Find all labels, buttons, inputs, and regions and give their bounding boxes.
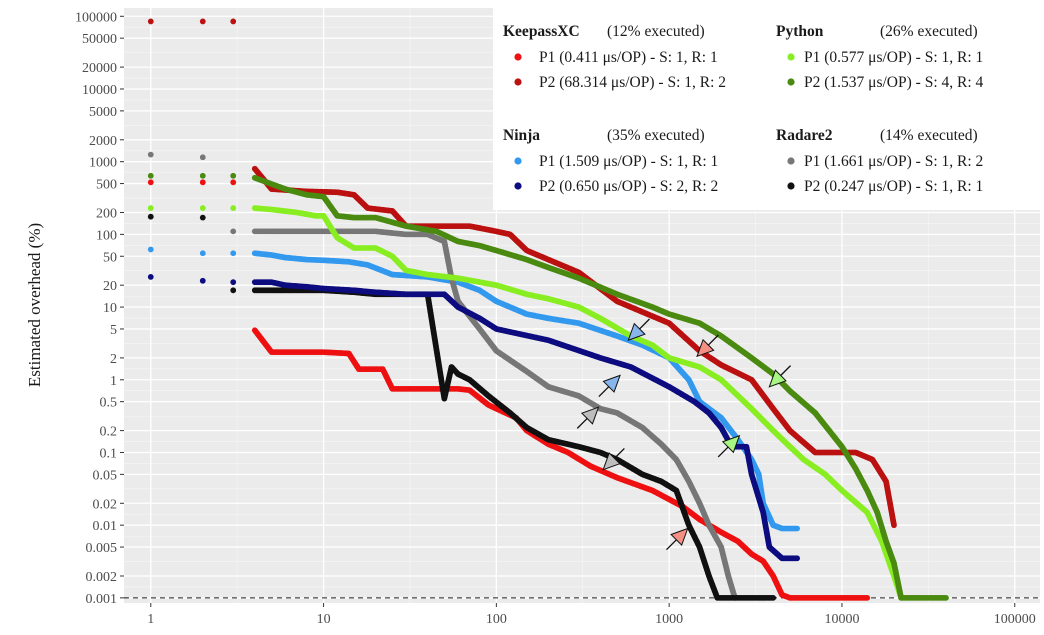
y-tick-label: 10 <box>103 301 117 316</box>
y-tick-label: 0.005 <box>86 541 118 556</box>
y-tick-label: 5 <box>110 323 117 338</box>
legend-group: Python (26% executed) P1 (0.577 μs/OP) - S… <box>776 23 984 91</box>
x-tick-label: 100 <box>486 612 507 627</box>
data-point <box>148 274 154 280</box>
data-point <box>148 179 154 185</box>
data-point <box>148 247 154 253</box>
y-tick-label: 2000 <box>89 134 117 149</box>
legend-group-title: KeepassXC <box>503 23 580 40</box>
legend-item-label: P1 (0.411 μs/OP) - S: 1, R: 1 <box>539 49 718 66</box>
data-point <box>230 250 236 256</box>
x-axis: 1 10 100 1000 10000 100000 <box>147 603 1035 627</box>
y-tick-label: 500 <box>96 178 117 193</box>
x-tick-label: 100000 <box>994 612 1036 627</box>
y-axis-title: Estimated overhead (%) <box>25 223 44 387</box>
data-point <box>200 278 206 284</box>
legend-item-label: P2 (68.314 μs/OP) - S: 1, R: 2 <box>539 74 726 91</box>
y-tick-label: 20000 <box>82 61 117 76</box>
y-tick-label: 1 <box>110 374 117 389</box>
data-point <box>200 250 206 256</box>
legend-key <box>787 78 794 85</box>
data-point <box>770 595 776 601</box>
data-point <box>148 205 154 211</box>
data-point <box>864 595 870 601</box>
y-tick-label: 0.05 <box>93 468 118 483</box>
data-point <box>200 205 206 211</box>
legend-group-title: Python <box>776 23 824 40</box>
data-point <box>794 526 800 532</box>
legend-group-title: Ninja <box>503 127 540 144</box>
legend-item-label: P1 (1.509 μs/OP) - S: 1, R: 1 <box>539 153 718 170</box>
data-point <box>200 179 206 185</box>
legend-executed: (12% executed) <box>607 23 705 40</box>
x-tick-label: 10 <box>317 612 331 627</box>
y-tick-label: 1000 <box>89 156 117 171</box>
data-point <box>943 595 949 601</box>
data-point <box>148 152 154 158</box>
data-point <box>230 287 236 293</box>
legend-key <box>514 157 521 164</box>
y-tick-label: 50 <box>103 250 117 265</box>
data-point <box>230 228 236 234</box>
x-tick-label: 10000 <box>824 612 859 627</box>
y-tick-label: 5000 <box>89 105 117 120</box>
data-point <box>230 19 236 25</box>
legend-executed: (26% executed) <box>880 23 978 40</box>
y-tick-label: 100 <box>96 228 117 243</box>
data-point <box>200 19 206 25</box>
legend-item-label: P2 (0.247 μs/OP) - S: 1, R: 1 <box>804 178 983 195</box>
data-point <box>148 214 154 220</box>
legend-key <box>514 182 521 189</box>
y-tick-label: 0.001 <box>86 592 118 607</box>
y-axis: 100000 50000 20000 10000 5000 2000 1000 500 200 1… <box>75 10 124 607</box>
y-tick-label: 0.5 <box>100 396 118 411</box>
data-point <box>230 179 236 185</box>
y-tick-label: 0.1 <box>100 446 118 461</box>
data-point <box>230 205 236 211</box>
data-point <box>148 173 154 179</box>
data-point <box>200 154 206 160</box>
y-tick-label: 0.2 <box>100 425 118 440</box>
legend-key <box>787 53 794 60</box>
legend-key <box>787 157 794 164</box>
legend-item-label: P1 (0.577 μs/OP) - S: 1, R: 1 <box>804 49 983 66</box>
legend: KeepassXC (12% executed) P1 (0.411 μs/OP) … <box>493 8 1040 210</box>
y-tick-label: 100000 <box>75 10 117 25</box>
x-tick-label: 1000 <box>655 612 683 627</box>
y-tick-label: 0.01 <box>93 519 118 534</box>
legend-group: Radare2 (14% executed) P1 (1.661 μs/OP) - … <box>776 127 983 195</box>
y-tick-label: 200 <box>96 206 117 221</box>
y-tick-label: 20 <box>103 279 117 294</box>
x-tick-label: 1 <box>147 612 154 627</box>
legend-executed: (14% executed) <box>880 127 978 144</box>
data-point <box>148 19 154 25</box>
y-tick-label: 0.002 <box>86 570 118 585</box>
legend-key <box>787 182 794 189</box>
legend-item-label: P2 (0.650 μs/OP) - S: 2, R: 2 <box>539 178 718 195</box>
legend-key <box>514 78 521 85</box>
data-point <box>794 555 800 561</box>
y-tick-label: 2 <box>110 352 117 367</box>
legend-group-title: Radare2 <box>776 127 833 144</box>
data-point <box>891 522 897 528</box>
data-point <box>200 215 206 221</box>
legend-key <box>514 53 521 60</box>
data-point <box>230 173 236 179</box>
data-point <box>200 173 206 179</box>
y-tick-label: 0.02 <box>93 497 118 512</box>
y-tick-label: 10000 <box>82 83 117 98</box>
legend-item-label: P2 (1.537 μs/OP) - S: 4, R: 4 <box>804 74 984 91</box>
data-point <box>230 279 236 285</box>
legend-item-label: P1 (1.661 μs/OP) - S: 1, R: 2 <box>804 153 983 170</box>
y-tick-label: 50000 <box>82 32 117 47</box>
legend-executed: (35% executed) <box>607 127 705 144</box>
